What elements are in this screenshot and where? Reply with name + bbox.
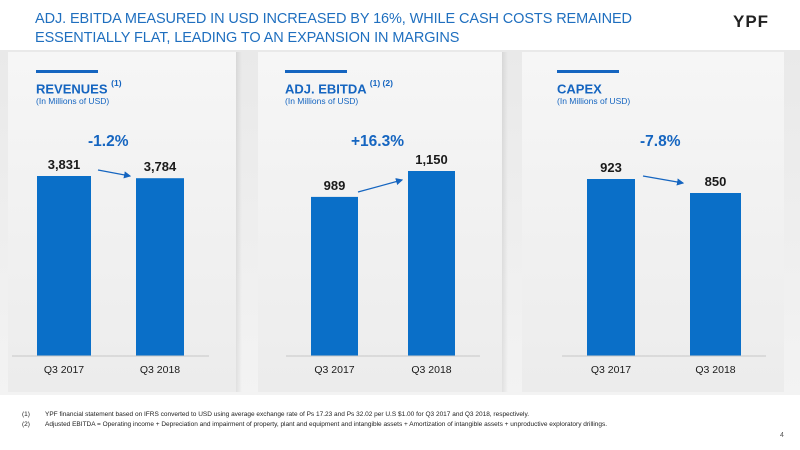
category-label-0-1: Q3 2018 xyxy=(140,364,180,376)
panel-accent-line xyxy=(36,70,98,73)
bar-0-1 xyxy=(136,178,184,356)
footnotes: (1) YPF financial statement based on IFR… xyxy=(22,410,782,429)
category-label-1-1: Q3 2018 xyxy=(411,364,451,376)
page-title: ADJ. EBITDA MEASURED IN USD INCREASED BY… xyxy=(35,11,632,46)
category-label-0-0: Q3 2017 xyxy=(44,364,84,376)
bar-1-0 xyxy=(311,196,358,356)
page-number: 4 xyxy=(780,432,784,439)
bar-1-1 xyxy=(408,171,455,356)
panel-ebitda xyxy=(258,52,502,392)
data-label-1-0: 989 xyxy=(324,178,346,193)
footnote-2: (2) Adjusted EBITDA = Operating income +… xyxy=(22,420,608,428)
data-label-0-1: 3,784 xyxy=(144,159,177,174)
trend-arrow-icon xyxy=(97,169,132,179)
panel-divider xyxy=(236,52,242,392)
category-label-2-0: Q3 2017 xyxy=(591,364,631,376)
data-label-2-1: 850 xyxy=(705,174,727,189)
data-label-2-0: 923 xyxy=(600,160,622,175)
change-label-capex: -7.8% xyxy=(640,133,681,150)
footnote-1: (1) YPF financial statement based on IFR… xyxy=(22,411,530,418)
category-label-2-1: Q3 2018 xyxy=(695,364,735,376)
panel-divider xyxy=(502,52,508,392)
panel-subtitle: (In Millions of USD) xyxy=(557,96,631,106)
ypf-logo: YPF xyxy=(733,12,770,31)
change-label-ebitda: +16.3% xyxy=(351,133,405,150)
panel-accent-line xyxy=(557,70,619,73)
change-label-revenues: -1.2% xyxy=(88,133,129,150)
bar-0-0 xyxy=(37,176,91,356)
panel-accent-line xyxy=(285,70,347,73)
panel-subtitle: (In Millions of USD) xyxy=(285,96,359,106)
category-label-1-0: Q3 2017 xyxy=(314,364,354,376)
bar-2-0 xyxy=(587,179,635,356)
panel-title-revenues: REVENUES (1) xyxy=(36,78,122,97)
panel-title-capex: CAPEX xyxy=(557,81,602,97)
panel-title-ebitda: ADJ. EBITDA (1) (2) xyxy=(285,78,393,97)
bar-2-1 xyxy=(690,192,741,356)
data-label-0-0: 3,831 xyxy=(48,157,81,172)
trend-arrow-icon xyxy=(357,178,404,193)
trend-arrow-icon xyxy=(642,175,685,186)
data-label-1-1: 1,150 xyxy=(415,152,448,167)
panel-subtitle: (In Millions of USD) xyxy=(36,96,110,106)
